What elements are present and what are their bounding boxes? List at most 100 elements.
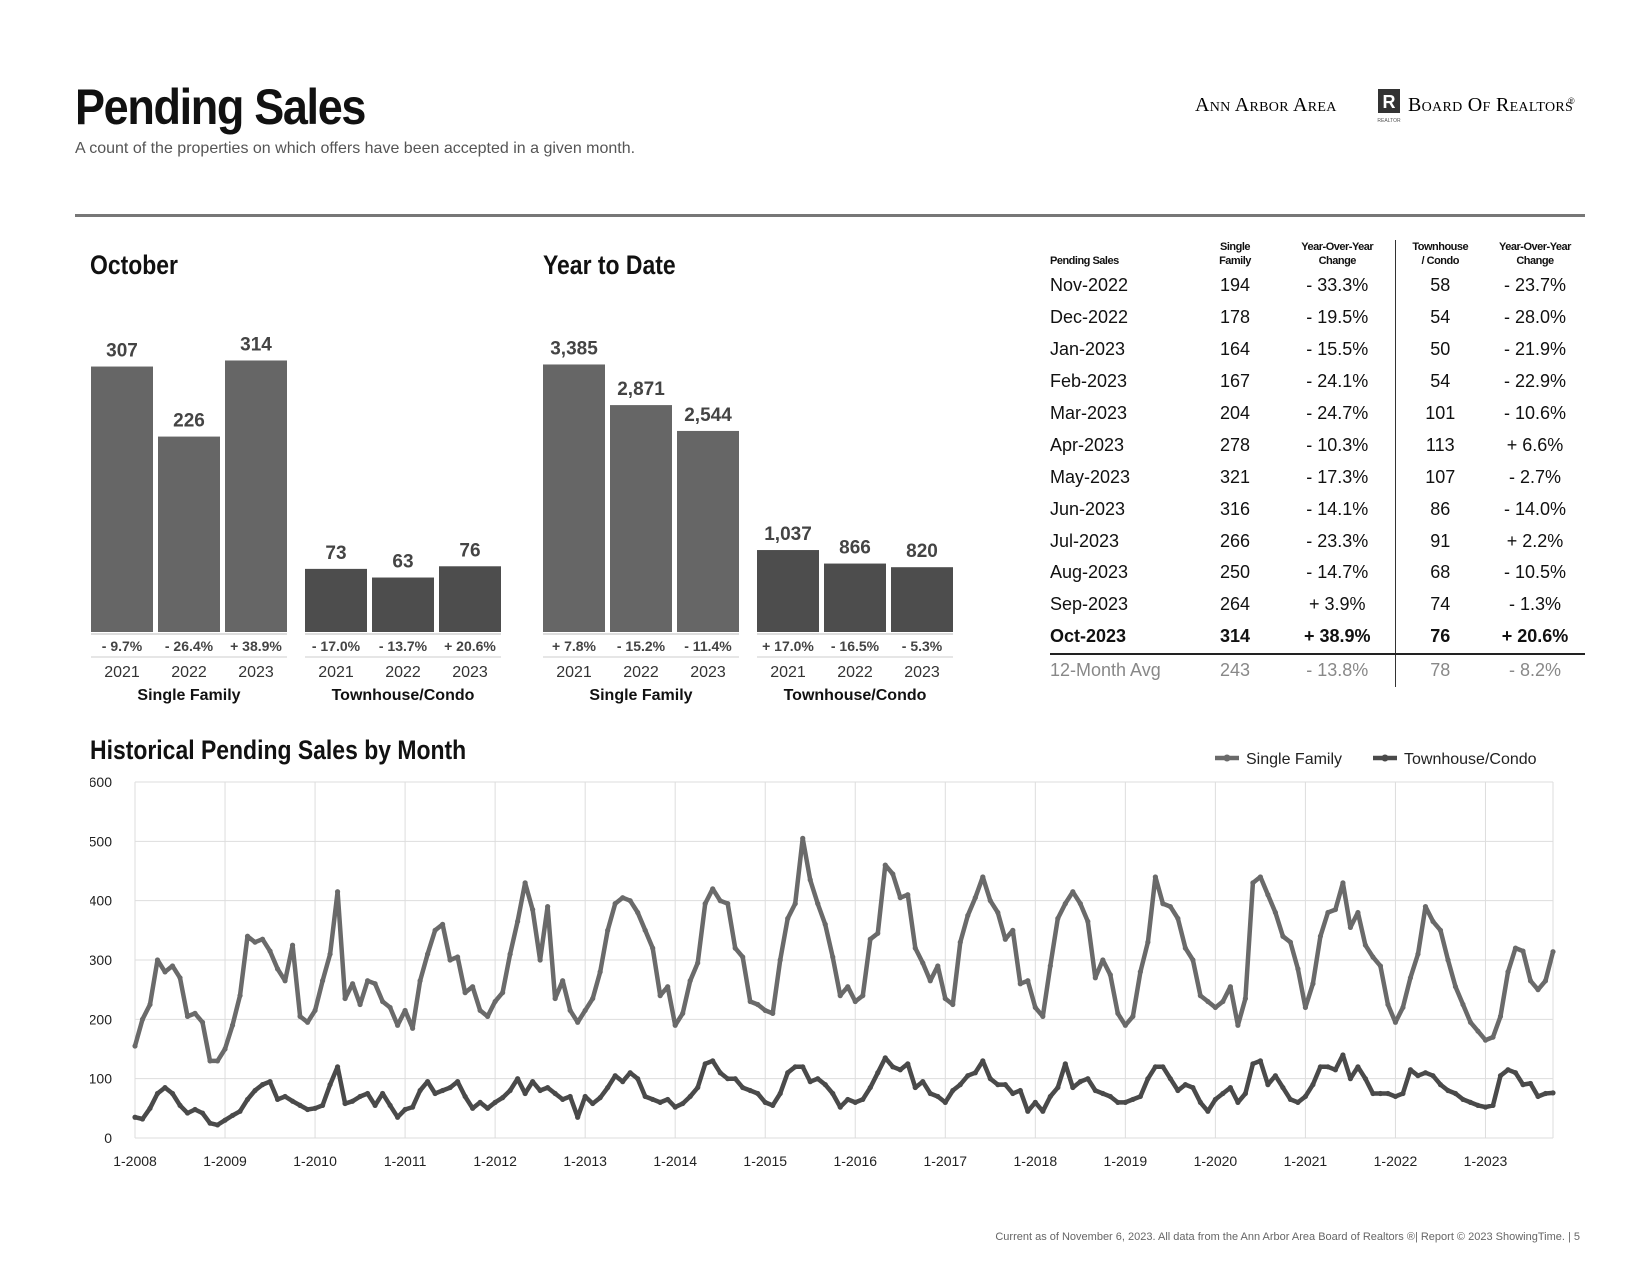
col-header-single-family: Single Family — [1219, 241, 1251, 267]
single-family-point — [1040, 1013, 1046, 1019]
townhouse-condo-point — [259, 1082, 266, 1088]
townhouse-condo-point — [837, 1104, 843, 1110]
single-family-point — [425, 951, 431, 957]
single-family-series-line — [132, 836, 1556, 1064]
single-family-point — [372, 981, 378, 987]
table-cell-month: Jul-2023 — [1050, 530, 1120, 551]
townhouse-condo-point — [1227, 1084, 1233, 1091]
single-family-point — [1505, 969, 1511, 975]
october-bar — [158, 436, 220, 632]
single-family-point — [244, 933, 251, 939]
table-cell-tc-change: - 14.0% — [1503, 498, 1567, 519]
table-header-row: Pending Sales Single Family Year-Over-Yea… — [1050, 240, 1585, 270]
single-family-point — [987, 898, 993, 904]
townhouse-condo-point — [590, 1100, 596, 1107]
townhouse-condo-point — [1512, 1070, 1519, 1076]
hist-y-tick-label: 300 — [90, 952, 112, 968]
single-family-point — [980, 874, 986, 880]
single-family-point — [447, 957, 453, 963]
single-family-point — [582, 1007, 588, 1014]
townhouse-condo-point — [1377, 1090, 1384, 1097]
single-family-point — [957, 939, 963, 945]
single-family-point — [402, 1007, 408, 1014]
legend-marker — [1381, 754, 1389, 762]
townhouse-condo-point — [852, 1099, 858, 1105]
single-family-point — [327, 951, 333, 957]
townhouse-condo-point — [1257, 1058, 1263, 1064]
single-family-point — [950, 1001, 956, 1008]
hist-x-tick-label: 1-2023 — [1464, 1153, 1508, 1169]
single-family-point — [665, 984, 671, 990]
ytd-change-label: - 16.5% — [831, 638, 880, 654]
single-family-point — [364, 978, 371, 984]
logo-reg-mark: ® — [1568, 96, 1575, 106]
table-cell-sf-change: - 24.7% — [1280, 397, 1396, 430]
townhouse-condo-point — [732, 1076, 738, 1082]
townhouse-condo-point — [432, 1090, 438, 1097]
ytd-year-tick-label: 2021 — [556, 664, 592, 681]
single-family-point — [1265, 892, 1271, 898]
october-bar-value-label: 76 — [459, 540, 480, 561]
townhouse-condo-point — [1265, 1082, 1271, 1088]
single-family-point — [1085, 918, 1091, 925]
hist-y-tick-label: 0 — [104, 1130, 112, 1146]
townhouse-condo-point — [1010, 1090, 1016, 1097]
single-family-point — [1175, 915, 1181, 922]
table-cell-month: Apr-2023 — [1050, 434, 1125, 455]
single-family-point — [282, 978, 288, 984]
townhouse-condo-point — [169, 1090, 176, 1097]
single-family-point — [1460, 1001, 1466, 1008]
hist-y-tick-label: 600 — [90, 774, 112, 790]
table-cell-sf-change: - 14.1% — [1280, 493, 1396, 526]
townhouse-condo-point — [1122, 1099, 1128, 1105]
single-family-point — [455, 954, 461, 960]
single-family-point — [1340, 880, 1346, 886]
single-family-point — [1017, 981, 1023, 987]
townhouse-condo-point — [1242, 1090, 1248, 1097]
pending-sales-table: Pending Sales Single Family Year-Over-Yea… — [1050, 240, 1585, 687]
table-cell-sf-change: - 23.3% — [1280, 525, 1396, 558]
table-cell-tc-change: - 21.9% — [1503, 339, 1567, 360]
townhouse-condo-point — [1550, 1090, 1556, 1096]
single-family-point — [732, 945, 738, 951]
ytd-change-label: - 15.2% — [617, 638, 666, 654]
townhouse-condo-point — [1250, 1061, 1256, 1067]
hist-x-tick-label: 1-2015 — [743, 1153, 787, 1169]
october-bar-value-label: 73 — [325, 543, 346, 564]
pending-sales-table-container: Pending Sales Single Family Year-Over-Yea… — [1050, 240, 1585, 687]
single-family-point — [1107, 972, 1113, 978]
single-family-point — [837, 993, 843, 999]
single-family-point — [252, 939, 258, 945]
october-bar — [91, 366, 153, 632]
townhouse-condo-point — [927, 1090, 933, 1097]
townhouse-condo-point — [830, 1090, 836, 1097]
single-family-point — [545, 904, 551, 910]
townhouse-condo-point — [1452, 1090, 1459, 1097]
single-family-point — [1497, 1013, 1504, 1019]
single-family-point — [672, 1022, 678, 1028]
single-family-point — [710, 886, 716, 892]
single-family-point — [1542, 978, 1549, 984]
townhouse-condo-point — [815, 1076, 821, 1082]
single-family-point — [237, 993, 243, 999]
townhouse-condo-point — [935, 1093, 941, 1100]
single-family-point — [792, 901, 798, 907]
table-row: Sep-2023 264 + 3.9% 74 - 1.3% — [1050, 588, 1585, 621]
single-family-point — [882, 862, 888, 868]
townhouse-condo-point — [417, 1087, 423, 1094]
townhouse-condo-point — [635, 1076, 641, 1082]
single-family-point — [747, 998, 753, 1005]
hist-y-tick-label: 100 — [90, 1071, 112, 1087]
townhouse-condo-point — [1152, 1064, 1158, 1070]
legend-label: Single Family — [1246, 751, 1342, 768]
single-family-point — [169, 963, 176, 969]
single-family-point — [1452, 984, 1459, 990]
townhouse-condo-point — [620, 1079, 626, 1085]
table-row: Mar-2023 204 - 24.7% 101 - 10.6% — [1050, 397, 1585, 430]
townhouse-condo-point — [274, 1096, 281, 1103]
ytd-bar — [610, 405, 672, 632]
townhouse-condo-point — [477, 1099, 483, 1105]
hist-x-tick-label: 1-2019 — [1104, 1153, 1148, 1169]
townhouse-condo-point — [515, 1076, 521, 1082]
single-family-point — [139, 1016, 146, 1022]
